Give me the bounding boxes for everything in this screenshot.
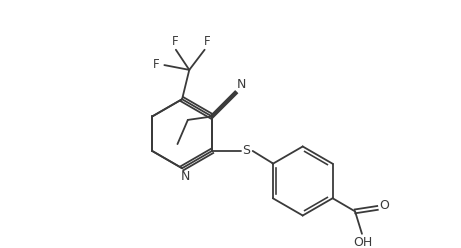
Text: F: F — [171, 35, 178, 48]
Text: OH: OH — [353, 236, 372, 248]
Text: N: N — [237, 78, 247, 91]
Text: O: O — [379, 199, 389, 212]
Text: N: N — [181, 170, 190, 183]
Text: F: F — [204, 35, 210, 48]
Text: S: S — [242, 145, 250, 157]
Text: F: F — [153, 58, 160, 71]
